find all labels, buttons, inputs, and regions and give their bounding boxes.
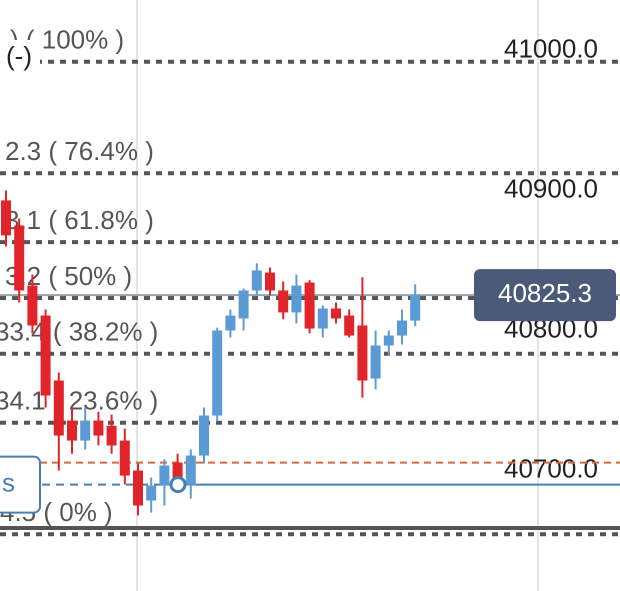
toggle-bg bbox=[0, 40, 40, 74]
candle-body bbox=[331, 308, 341, 319]
candle-body bbox=[93, 420, 104, 436]
candle-body bbox=[40, 315, 51, 396]
candle-body bbox=[397, 320, 407, 336]
candle-body bbox=[357, 325, 368, 381]
candle-body bbox=[159, 465, 170, 486]
candle-body bbox=[278, 290, 289, 313]
candle-body bbox=[119, 440, 130, 476]
candle-body bbox=[383, 335, 394, 346]
position-label: s bbox=[2, 467, 15, 497]
candle-body bbox=[304, 282, 315, 329]
candle-body bbox=[27, 285, 38, 326]
candle-body bbox=[53, 380, 64, 436]
y-tick-label: 41000.0 bbox=[504, 33, 598, 63]
candle-body bbox=[106, 425, 117, 446]
y-tick-label: 40900.0 bbox=[504, 173, 598, 203]
candle-body bbox=[238, 290, 249, 319]
fib-label: 34.1 ( 23.6% ) bbox=[0, 386, 158, 416]
candle-body bbox=[317, 308, 328, 329]
candle-body bbox=[80, 420, 91, 441]
candle-body bbox=[410, 295, 421, 321]
candle-body bbox=[14, 225, 25, 291]
last-price-box bbox=[474, 269, 616, 322]
candle-body bbox=[370, 345, 381, 379]
fib-label: 33.4 ( 38.2% ) bbox=[0, 317, 158, 347]
y-tick-label: 40700.0 bbox=[504, 453, 598, 483]
last-price-label: 40825.3 bbox=[498, 278, 592, 308]
candle-body bbox=[225, 315, 236, 331]
candle-body bbox=[344, 315, 355, 336]
candle-body bbox=[265, 272, 275, 291]
plot: ) ( 100% )2.3 ( 76.4% )3.1 ( 61.8% )3.2 … bbox=[0, 25, 620, 537]
toggle-label[interactable]: (-) bbox=[6, 41, 32, 71]
candle-body bbox=[251, 270, 262, 291]
fib-label: 3.2 ( 50% ) bbox=[5, 261, 132, 291]
position-marker bbox=[169, 476, 187, 494]
candle-body bbox=[185, 455, 196, 486]
candle-body bbox=[212, 330, 223, 416]
fib-label: 2.3 ( 76.4% ) bbox=[5, 136, 154, 166]
candle-body bbox=[133, 470, 143, 506]
position-box bbox=[0, 455, 41, 514]
candle-body bbox=[146, 485, 157, 501]
fib-label: 3.1 ( 61.8% ) bbox=[5, 205, 154, 235]
candle-body bbox=[1, 200, 11, 236]
candle-body bbox=[172, 462, 183, 479]
candle-body bbox=[199, 415, 209, 456]
candle-body bbox=[67, 420, 77, 441]
candle-body bbox=[291, 285, 302, 313]
